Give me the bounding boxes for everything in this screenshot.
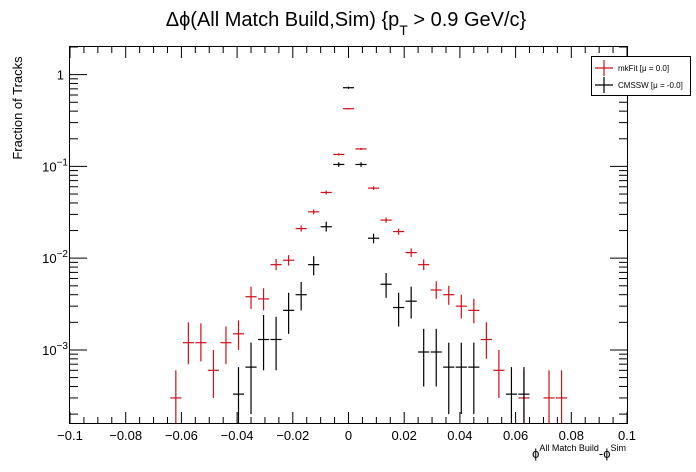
data-point bbox=[555, 370, 568, 423]
x-tick-label: 0.1 bbox=[618, 428, 636, 443]
data-point bbox=[518, 367, 530, 423]
data-point bbox=[443, 285, 455, 305]
x-axis-label: ϕAll Match Build-ϕSim bbox=[532, 443, 626, 461]
data-point bbox=[355, 162, 367, 167]
plot-frame bbox=[69, 46, 628, 424]
data-point bbox=[543, 370, 555, 423]
data-point bbox=[207, 349, 219, 398]
data-point bbox=[455, 294, 467, 319]
data-point bbox=[405, 248, 417, 258]
data-point bbox=[493, 349, 505, 398]
data-point bbox=[393, 292, 405, 327]
data-point bbox=[333, 153, 345, 156]
data-point bbox=[170, 370, 182, 423]
legend: mkFit [μ = 0.0] CMSSW [μ = -0.0] bbox=[591, 56, 691, 96]
data-point bbox=[380, 272, 392, 298]
legend-label-mkfit: mkFit [μ = 0.0] bbox=[618, 64, 669, 73]
data-point bbox=[380, 217, 392, 223]
series-0 bbox=[170, 107, 568, 423]
y-tick-label: 10−2 bbox=[42, 249, 68, 266]
chart-title: Δϕ(All Match Build,Sim) {pT > 0.9 GeV/c} bbox=[166, 9, 527, 38]
data-point bbox=[468, 342, 480, 415]
y-tick-label: 10−3 bbox=[42, 341, 68, 358]
x-tick-label: 0 bbox=[345, 428, 352, 443]
x-tick-label: −0.04 bbox=[221, 428, 254, 443]
data-point bbox=[283, 255, 295, 266]
data-point bbox=[355, 147, 367, 151]
data-point bbox=[232, 320, 245, 350]
data-point bbox=[182, 322, 194, 365]
legend-entry-mkfit: mkFit [μ = 0.0] bbox=[595, 60, 669, 76]
data-point bbox=[455, 342, 467, 415]
data-point bbox=[308, 209, 320, 215]
x-tick-label: −0.02 bbox=[276, 428, 309, 443]
y-axis: 10−3 10−2 10−1 1 bbox=[42, 46, 627, 415]
y-tick-label: 1 bbox=[57, 68, 64, 83]
data-point bbox=[367, 233, 380, 244]
legend-label-cmssw: CMSSW [μ = -0.0] bbox=[618, 81, 683, 90]
data-point bbox=[232, 367, 245, 423]
data-point bbox=[320, 190, 332, 195]
x-tick-label: 0.06 bbox=[503, 428, 528, 443]
x-tick-label: 0.04 bbox=[447, 428, 472, 443]
data-point bbox=[320, 221, 332, 232]
data-point bbox=[405, 286, 417, 319]
data-point bbox=[430, 328, 442, 387]
data-point bbox=[418, 259, 430, 271]
series-1 bbox=[232, 86, 530, 423]
data-point bbox=[418, 328, 430, 387]
data-point bbox=[295, 225, 307, 232]
data-point bbox=[257, 288, 270, 311]
y-axis-label: Fraction of Tracks bbox=[10, 56, 25, 160]
x-tick-label: 0.08 bbox=[559, 428, 584, 443]
data-point bbox=[270, 258, 282, 271]
data-point bbox=[283, 292, 295, 334]
x-tick-label: −0.1 bbox=[57, 428, 83, 443]
data-point bbox=[245, 342, 257, 415]
data-point bbox=[468, 298, 480, 324]
data-point bbox=[220, 326, 232, 365]
data-point bbox=[342, 86, 355, 89]
data-series bbox=[170, 86, 568, 423]
data-point bbox=[257, 315, 270, 371]
data-point bbox=[480, 322, 492, 359]
data-point bbox=[443, 342, 455, 415]
data-point bbox=[333, 162, 345, 167]
data-point bbox=[430, 281, 442, 299]
legend-box bbox=[591, 56, 691, 96]
data-point bbox=[342, 107, 355, 110]
data-point bbox=[367, 186, 380, 190]
legend-entry-cmssw: CMSSW [μ = -0.0] bbox=[595, 77, 683, 93]
data-point bbox=[393, 228, 405, 235]
x-tick-label: −0.06 bbox=[165, 428, 198, 443]
x-tick-label: −0.08 bbox=[109, 428, 142, 443]
data-point bbox=[245, 286, 257, 309]
data-point bbox=[270, 316, 282, 371]
x-tick-label: 0.02 bbox=[392, 428, 417, 443]
data-point bbox=[195, 323, 207, 362]
x-axis: −0.1 −0.08 −0.06 −0.04 −0.02 0 0.02 0.04 0.06 0.0… bbox=[57, 47, 636, 443]
data-point bbox=[295, 282, 307, 311]
y-tick-label: 10−1 bbox=[42, 157, 68, 174]
data-point bbox=[308, 256, 320, 276]
data-point bbox=[505, 367, 517, 423]
